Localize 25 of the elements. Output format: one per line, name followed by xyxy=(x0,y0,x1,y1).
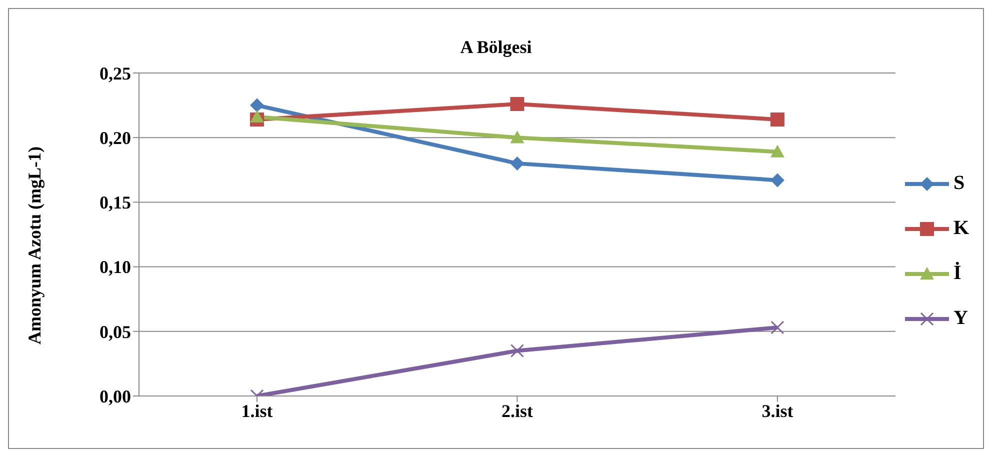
point xyxy=(510,130,524,144)
point xyxy=(250,110,264,123)
y-tick-label: 0,15 xyxy=(100,192,131,213)
y-tick-label: 0,25 xyxy=(100,63,131,84)
point xyxy=(510,344,524,358)
y-tick-label: 0,20 xyxy=(100,128,131,148)
point xyxy=(510,97,524,112)
point xyxy=(770,112,784,127)
x-tick-label: 2.ist xyxy=(501,400,533,421)
legend-label: İ xyxy=(953,262,962,285)
point xyxy=(770,144,784,158)
legend-label: Y xyxy=(953,307,968,330)
x-tick-label: 3.ist xyxy=(762,400,794,421)
y-tick-label: 0,05 xyxy=(100,322,131,342)
y-tick-label: 0,10 xyxy=(100,257,131,278)
y-axis-title: Amonyum Azotu (mgL-1) xyxy=(24,146,44,344)
legend-label: K xyxy=(953,217,969,240)
y-tick-label: 0,00 xyxy=(100,386,131,406)
legend-label: S xyxy=(953,172,965,195)
point xyxy=(770,320,784,334)
point xyxy=(770,173,784,188)
chart-title: A Bölgesi xyxy=(459,37,533,59)
point xyxy=(250,98,264,112)
point xyxy=(510,156,524,170)
x-tick-label: 1.ist xyxy=(241,400,273,421)
